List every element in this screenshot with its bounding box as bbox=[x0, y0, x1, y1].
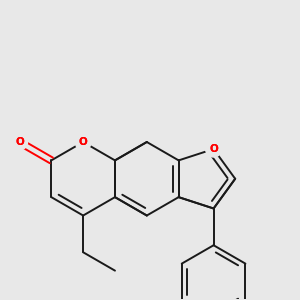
Text: O: O bbox=[79, 137, 88, 147]
Text: O: O bbox=[209, 144, 218, 154]
Text: O: O bbox=[79, 137, 88, 147]
Circle shape bbox=[11, 134, 28, 150]
Circle shape bbox=[75, 134, 91, 150]
Text: O: O bbox=[209, 144, 218, 154]
Circle shape bbox=[206, 141, 222, 157]
Text: O: O bbox=[15, 137, 24, 147]
Text: O: O bbox=[15, 137, 24, 147]
